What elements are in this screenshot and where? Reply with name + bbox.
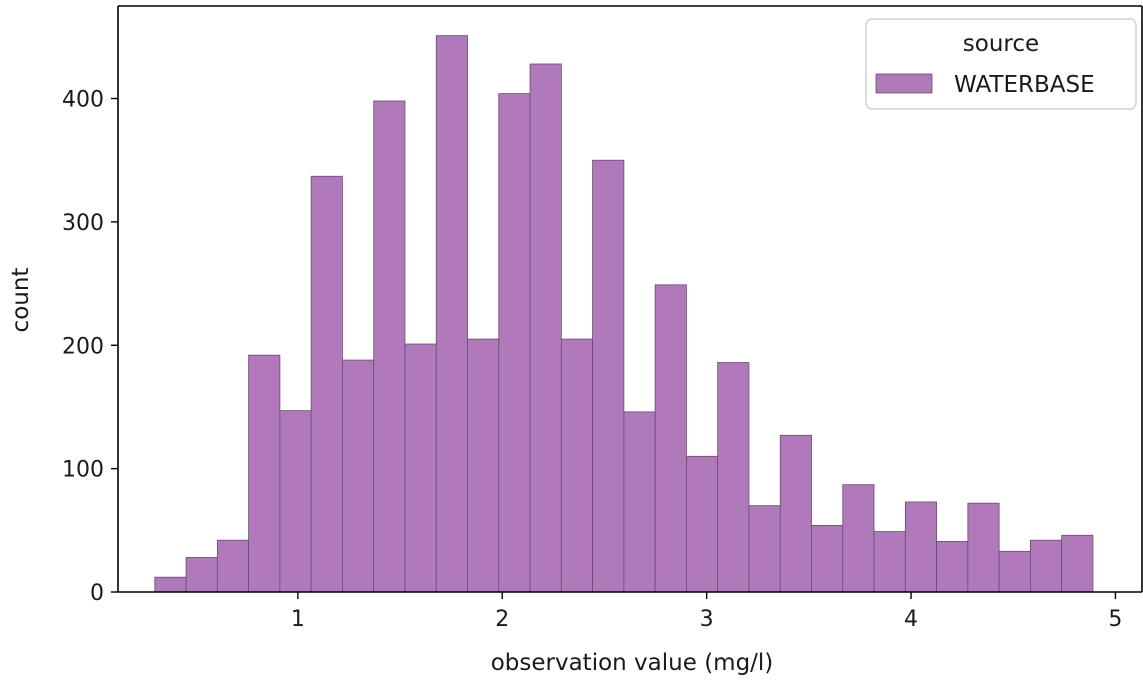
- histogram-bar: [1061, 534, 1094, 593]
- histogram-bar: [873, 531, 906, 593]
- histogram-bar: [467, 338, 500, 593]
- histogram-bar: [748, 505, 781, 593]
- x-tick-label: 3: [700, 607, 714, 632]
- axes: [117, 5, 1143, 593]
- histogram-bar: [185, 557, 218, 593]
- x-tick-label: 5: [1108, 607, 1122, 632]
- legend-label-waterbase: WATERBASE: [954, 72, 1095, 98]
- histogram-bar: [967, 502, 1000, 593]
- y-tick-label: 100: [62, 458, 104, 483]
- legend: source WATERBASE: [865, 18, 1137, 110]
- histogram-bar: [936, 541, 969, 593]
- legend-title: source: [963, 31, 1039, 57]
- x-axis-label: observation value (mg/l): [491, 650, 774, 676]
- histogram-bar: [248, 354, 281, 593]
- legend-frame: [865, 18, 1137, 110]
- y-tick-label: 0: [90, 581, 104, 606]
- histogram-bar: [904, 501, 937, 593]
- histogram-bar: [310, 175, 343, 593]
- histogram-bar: [717, 362, 750, 593]
- y-ticks: 0 100 200 300 400: [62, 88, 118, 606]
- histogram-bar: [216, 539, 250, 593]
- x-tick-label: 4: [904, 607, 918, 632]
- histogram-bar: [779, 434, 812, 593]
- x-tick-label: 1: [291, 607, 305, 632]
- histogram-bar: [686, 455, 719, 593]
- histogram-bar: [529, 63, 562, 593]
- y-tick-label: 200: [62, 334, 104, 359]
- histogram-bar: [842, 484, 875, 593]
- histogram-bar: [592, 159, 625, 593]
- histogram-bar: [811, 524, 844, 593]
- histogram-bar: [342, 359, 375, 593]
- histogram-bar: [1030, 539, 1063, 593]
- histogram-bar: [404, 343, 437, 593]
- histogram-bar: [279, 410, 312, 593]
- x-ticks: 1 2 3 4 5: [291, 592, 1122, 632]
- legend-swatch-waterbase: [875, 73, 933, 94]
- histogram-bar: [498, 93, 531, 593]
- histogram-bar: [654, 284, 687, 593]
- y-tick-label: 400: [62, 88, 104, 113]
- histogram-bar: [154, 576, 187, 593]
- histogram-bar: [623, 411, 656, 593]
- x-tick-label: 2: [495, 607, 509, 632]
- histogram-bar: [560, 338, 593, 593]
- y-tick-label: 300: [62, 211, 104, 236]
- histogram-bars: [154, 35, 1094, 593]
- y-axis-label: count: [8, 268, 34, 333]
- histogram-bar: [998, 550, 1031, 593]
- histogram-bar: [435, 35, 468, 593]
- histogram-bar: [373, 100, 406, 593]
